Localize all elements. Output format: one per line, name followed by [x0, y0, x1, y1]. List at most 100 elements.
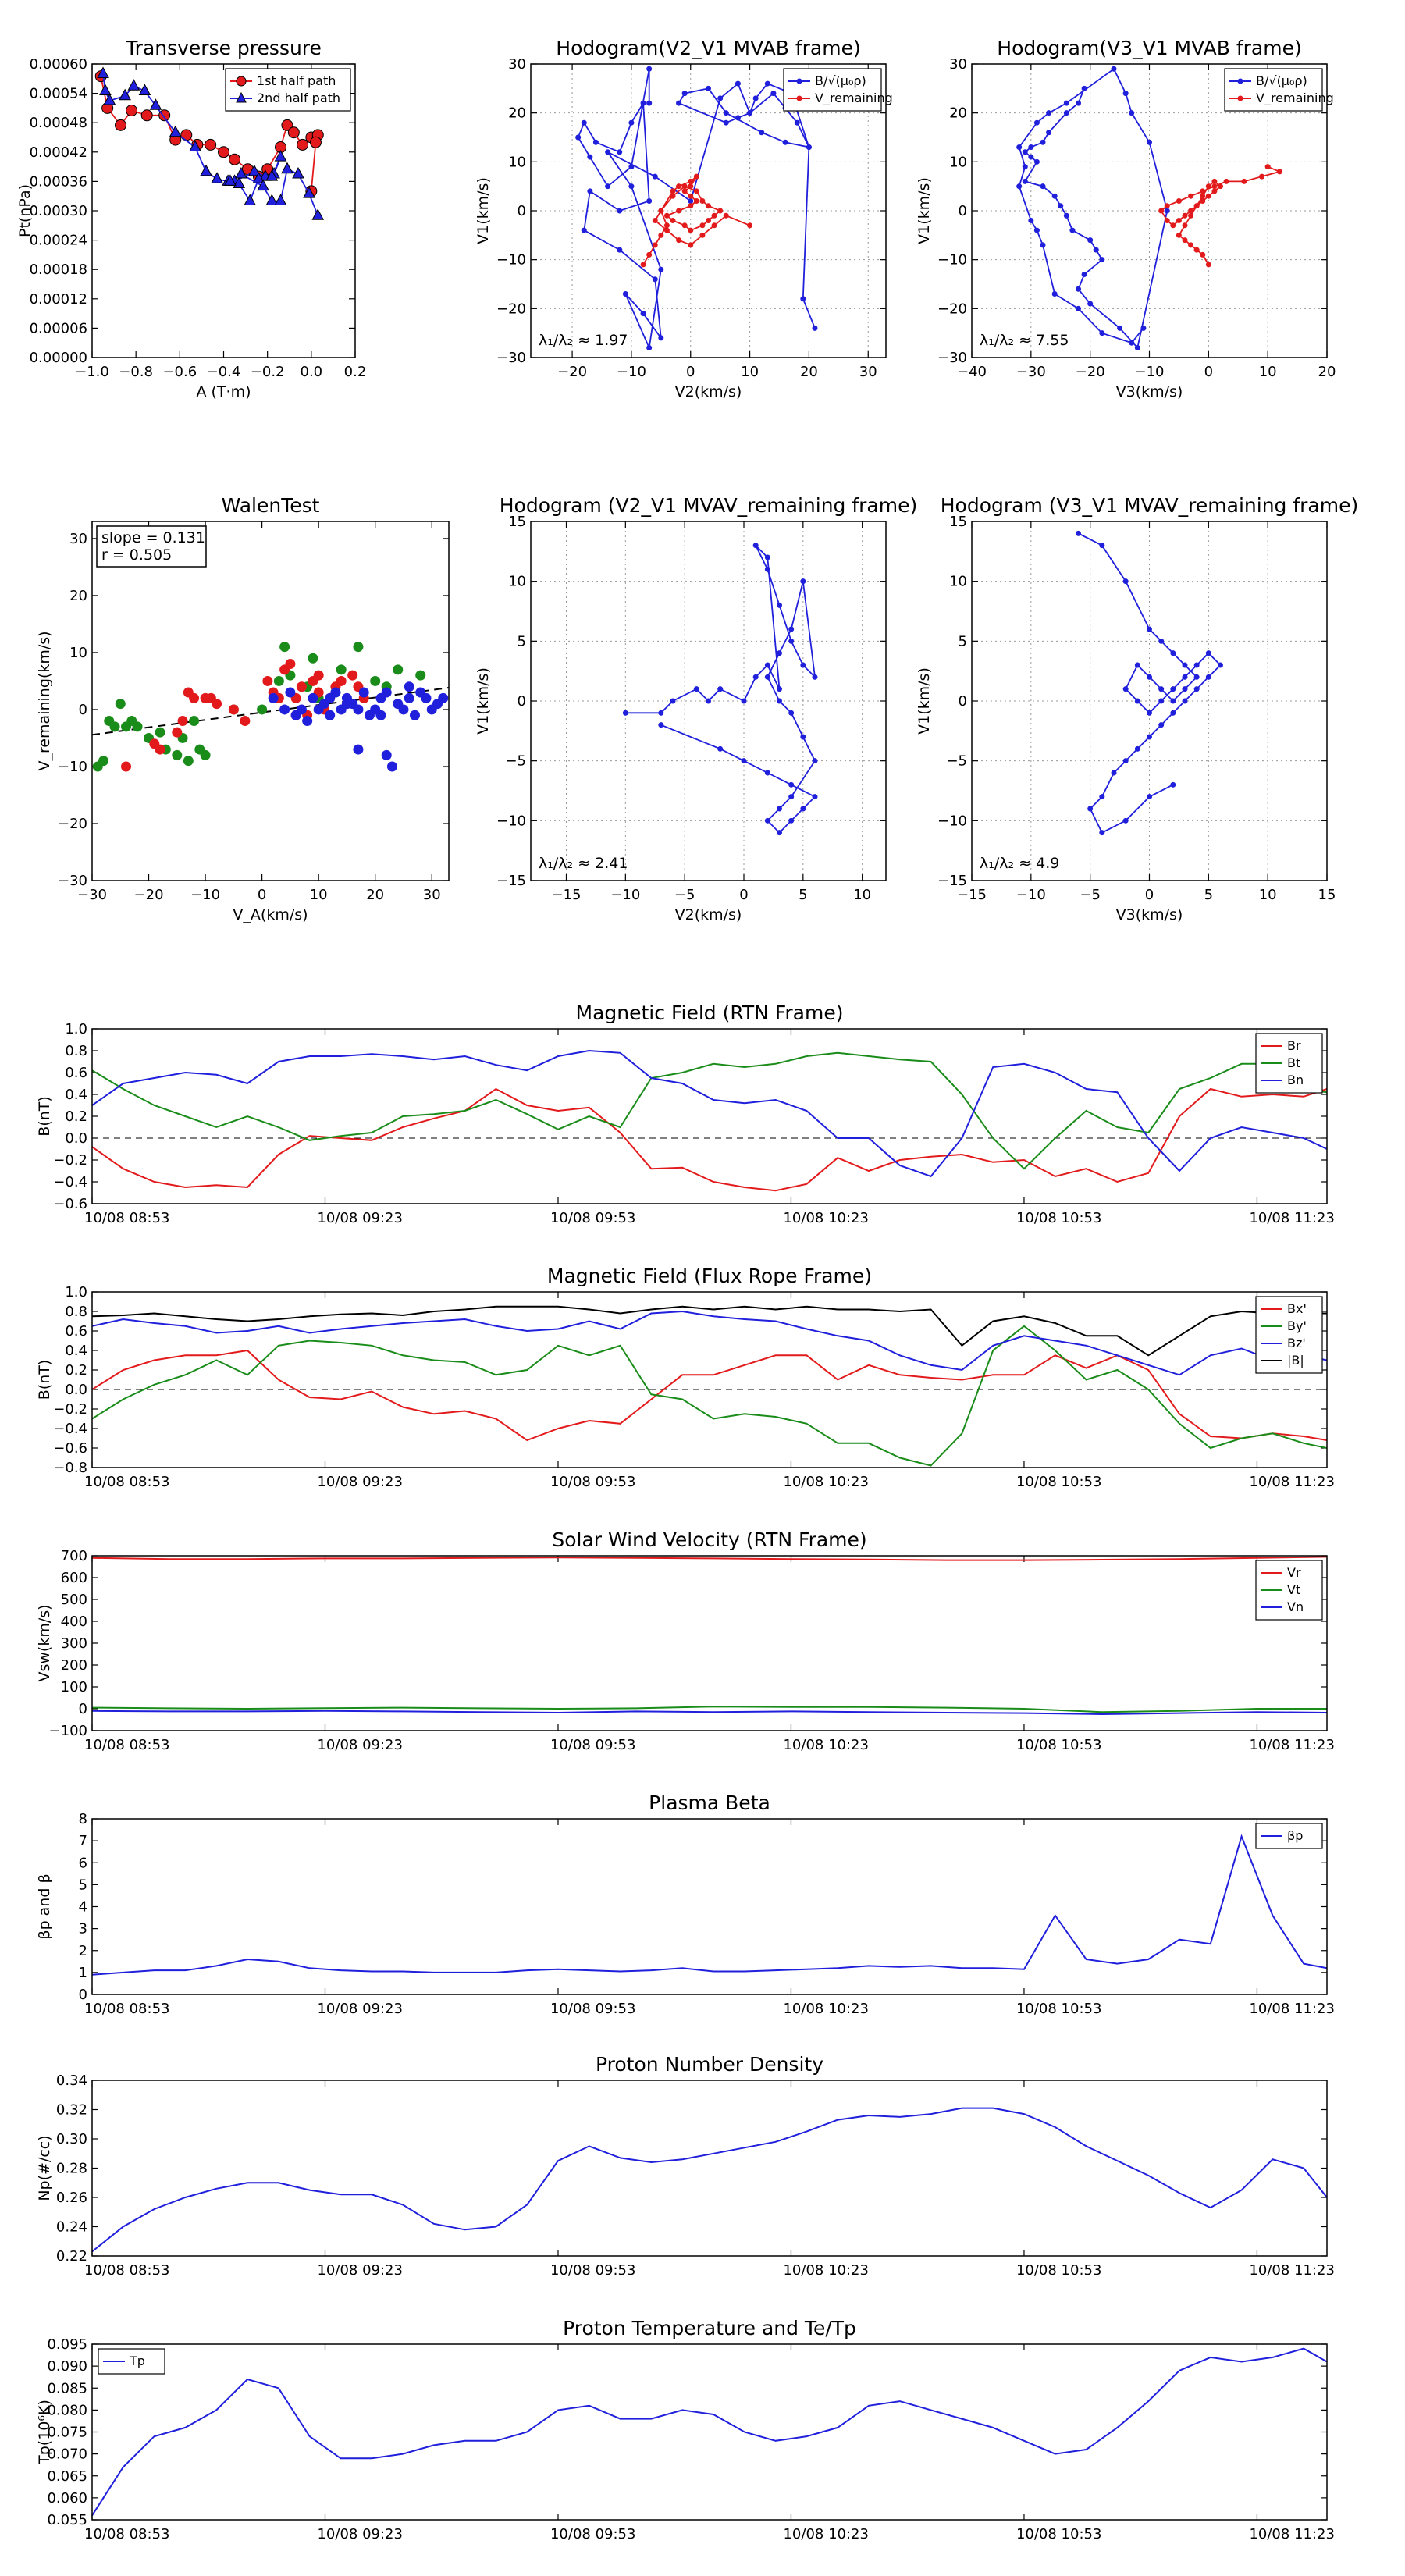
legend-box [783, 68, 882, 112]
panel-proton_temperature: Proton Temperature and Te/Tp 10/08 08:53 1… [36, 2317, 1335, 2542]
y-tick-label: 7 [79, 1833, 87, 1849]
data-point [235, 166, 247, 179]
y-tick-label: 0 [79, 1701, 87, 1717]
x-tick-label: 10/08 10:23 [783, 2262, 868, 2279]
data-point [99, 84, 112, 95]
data-point [393, 664, 404, 675]
chart-title: Solar Wind Velocity (RTN Frame) [552, 1528, 866, 1551]
plot-area [92, 1049, 1327, 1192]
x-tick-label: 0.0 [301, 364, 323, 380]
data-point [296, 704, 307, 715]
x-tick-label: 10/08 09:53 [550, 1474, 635, 1490]
legend: Br Bt Bn [1255, 1033, 1323, 1094]
data-point [404, 692, 414, 703]
data-point [764, 80, 770, 87]
data-point [247, 164, 261, 176]
data-point [1033, 227, 1040, 233]
data-point [302, 716, 313, 727]
data-point [1134, 698, 1140, 704]
data-point [1170, 781, 1176, 788]
data-point [764, 554, 770, 560]
plot-frame [91, 1028, 1328, 1204]
data-point [747, 110, 753, 116]
data-point [1170, 686, 1176, 692]
panel-hodogram_v2v1_mvab: Hodogram(V2_V1 MVAB frame) −20 −10 0 10 20 30 −… [475, 37, 893, 400]
series-line-B/√(μ₀ρ) [577, 69, 816, 350]
data-point [1051, 291, 1058, 297]
plot-area [1076, 530, 1223, 836]
data-point [646, 66, 653, 72]
eigenvalue-ratio: λ₁/λ₂ ≈ 1.97 [539, 332, 628, 349]
data-point [711, 212, 717, 219]
y-tick-label: 500 [61, 1592, 87, 1608]
legend-label: Vn [1287, 1599, 1304, 1614]
data-point [1182, 237, 1188, 244]
legend: 1st half path 2nd half path [225, 68, 351, 112]
legend-label: Vt [1287, 1582, 1300, 1597]
data-point [97, 66, 109, 79]
data-point [1158, 722, 1165, 728]
x-tick-label: 30 [423, 887, 441, 903]
x-tick-label: 5 [1204, 887, 1213, 903]
eigenvalue-ratio: λ₁/λ₂ ≈ 2.41 [539, 855, 628, 872]
y-axis-label: V1(km/s) [916, 177, 933, 244]
data-point [212, 699, 222, 710]
x-tick-label: −10 [190, 887, 220, 903]
panel-b_rtn: Magnetic Field (RTN Frame) 10/08 08:53 10/… [36, 1002, 1335, 1226]
data-point [1063, 110, 1069, 116]
y-tick-label: 0.2 [65, 1108, 87, 1125]
legend-label: βp [1287, 1828, 1303, 1843]
data-point [1099, 543, 1105, 549]
data-point [1147, 626, 1152, 632]
data-point [1182, 686, 1188, 692]
data-point [575, 134, 582, 141]
y-tick-label: 5 [79, 1877, 87, 1893]
data-point [121, 761, 132, 772]
legend-marker [236, 91, 247, 103]
data-point [652, 173, 658, 180]
data-point [140, 109, 153, 122]
y-tick-label: 0.00000 [30, 350, 87, 366]
data-point [1170, 698, 1176, 704]
y-tick-label: 0.060 [47, 2490, 87, 2507]
data-point [1099, 330, 1105, 336]
data-point [158, 109, 171, 122]
data-point [1147, 794, 1152, 800]
panel-b_flux_rope: Magnetic Field (Flux Rope Frame) 10/08 08… [36, 1265, 1335, 1490]
y-tick-label: 20 [949, 105, 967, 122]
y-tick-label: −10 [496, 252, 526, 269]
legend-marker [796, 95, 802, 101]
data-point [233, 176, 245, 189]
data-point [274, 150, 287, 162]
x-tick-label: 10/08 10:23 [783, 1737, 868, 1753]
y-axis-label: V1(km/s) [916, 667, 933, 735]
data-point [788, 781, 795, 788]
legend: Vr Vt Vn [1255, 1560, 1323, 1621]
data-point [1099, 830, 1105, 836]
data-point [1205, 183, 1211, 190]
data-point [640, 311, 646, 317]
data-point [1164, 208, 1170, 214]
data-point [353, 704, 364, 715]
data-point [228, 704, 239, 715]
legend: B/√(μ₀ρ) V_remaining [783, 68, 893, 112]
legend-box [1255, 1823, 1323, 1849]
y-tick-label: −0.2 [53, 1152, 87, 1169]
legend-box [1224, 68, 1323, 112]
data-point [1164, 218, 1170, 224]
data-point [257, 704, 268, 715]
y-tick-label: 15 [949, 514, 967, 530]
plot-area [94, 66, 325, 220]
x-tick-label: 10/08 09:53 [550, 2526, 635, 2542]
data-point [711, 222, 717, 229]
y-tick-label: 0.00030 [30, 203, 87, 219]
data-point [1076, 100, 1081, 106]
data-point [381, 687, 392, 698]
y-tick-label: 0.00006 [30, 320, 87, 336]
annotation-text: r = 0.505 [101, 546, 172, 564]
y-tick-label: 15 [508, 514, 526, 530]
y-tick-label: 0.30 [56, 2131, 87, 2147]
data-point [1028, 154, 1034, 160]
series-line-Bt [92, 1051, 1327, 1170]
data-point [688, 178, 694, 184]
